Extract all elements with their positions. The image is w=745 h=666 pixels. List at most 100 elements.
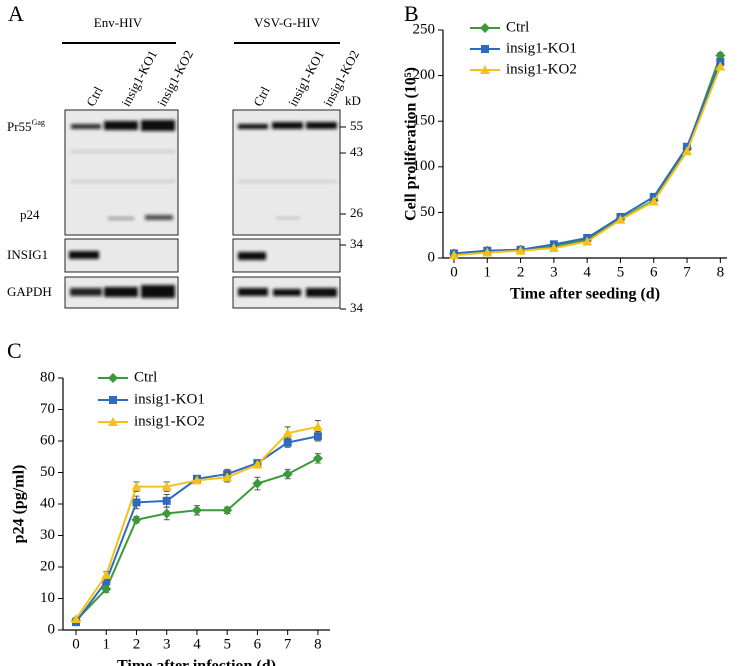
legend-label: insig1-KO1	[506, 40, 577, 56]
legend-marker	[108, 417, 118, 426]
mw-label: 34	[350, 236, 364, 251]
blot-left	[64, 109, 179, 309]
x-tick-label: 8	[717, 264, 725, 280]
legend-label: insig1-KO1	[134, 391, 205, 407]
data-point	[648, 196, 659, 206]
data-point	[582, 236, 593, 246]
panel-label: A	[8, 1, 24, 26]
y-tick-label: 100	[413, 158, 436, 174]
y-tick-label: 150	[413, 113, 436, 129]
data-point	[283, 438, 292, 447]
data-point	[312, 453, 323, 464]
y-axis-label: p24 (pg/ml)	[11, 465, 28, 544]
legend-marker	[480, 23, 490, 33]
group-title: VSV-G-HIV	[254, 15, 321, 30]
x-tick-label: 7	[683, 264, 691, 280]
data-point	[131, 514, 142, 525]
row-label: Pr55Gag	[7, 118, 45, 134]
y-axis-label: Cell proliferation (10⁵)	[403, 67, 420, 221]
y-tick-label: 70	[40, 401, 55, 417]
row-label: p24	[20, 207, 40, 222]
x-tick-label: 4	[583, 264, 591, 280]
panel-label: B	[404, 1, 419, 26]
data-point	[222, 505, 233, 516]
data-point	[282, 469, 293, 480]
panel-label: C	[7, 338, 22, 363]
x-tick-label: 4	[193, 636, 201, 652]
series-line	[453, 66, 722, 257]
legend-marker	[481, 45, 489, 53]
data-point	[191, 505, 202, 516]
legend-marker	[108, 373, 118, 383]
x-tick-label: 5	[617, 264, 625, 280]
data-point	[102, 577, 111, 586]
series-line	[453, 55, 722, 255]
legend-marker	[109, 396, 117, 404]
data-point	[482, 247, 493, 257]
y-tick-label: 200	[413, 67, 436, 83]
series-line	[75, 435, 319, 623]
data-point	[252, 459, 263, 469]
series-line	[75, 425, 319, 620]
data-point	[252, 478, 263, 489]
data-point	[312, 421, 323, 431]
x-tick-label: 5	[223, 636, 231, 652]
row-label: GAPDH	[7, 284, 52, 299]
x-tick-label: 3	[550, 264, 558, 280]
data-point	[132, 498, 141, 507]
legend-label: insig1-KO2	[506, 61, 577, 77]
series-line	[453, 61, 722, 255]
y-tick-label: 20	[40, 558, 55, 574]
data-point	[448, 250, 459, 260]
data-point	[615, 214, 626, 224]
x-tick-label: 1	[102, 636, 110, 652]
y-tick-label: 250	[413, 21, 436, 37]
marker-unit: kD	[345, 93, 361, 108]
lane-label: insig1-KO1	[118, 48, 160, 109]
data-point	[282, 428, 293, 438]
legend-label: Ctrl	[506, 19, 529, 35]
y-tick-label: 60	[40, 432, 55, 448]
data-point	[162, 496, 171, 505]
mw-markers: 55 43 26 34 34	[340, 118, 364, 315]
x-tick-label: 8	[314, 636, 322, 652]
x-tick-label: 0	[450, 264, 458, 280]
data-point	[161, 508, 172, 519]
x-axis-label: Time after seeding (d)	[510, 286, 660, 303]
x-tick-label: 2	[517, 264, 525, 280]
mw-label: 34	[350, 300, 364, 315]
y-tick-label: 50	[40, 464, 55, 480]
x-tick-label: 6	[650, 264, 658, 280]
data-point	[191, 475, 202, 485]
x-tick-label: 6	[254, 636, 262, 652]
mw-label: 55	[350, 118, 363, 133]
row-label-main: Pr55	[7, 119, 32, 134]
data-point	[682, 146, 693, 156]
data-point	[161, 481, 172, 491]
data-point	[222, 472, 233, 482]
lane-label: insig1-KO2	[154, 48, 196, 109]
y-tick-label: 30	[40, 527, 55, 543]
group-title: Env-HIV	[94, 15, 143, 30]
row-label-sup: Gag	[32, 118, 45, 127]
mw-label: 26	[350, 205, 364, 220]
data-point	[515, 245, 526, 255]
blot-right	[232, 109, 341, 309]
data-point	[548, 242, 559, 252]
data-point	[101, 569, 112, 579]
x-tick-label: 1	[484, 264, 492, 280]
x-tick-label: 3	[163, 636, 171, 652]
data-point	[715, 61, 726, 71]
legend-label: Ctrl	[134, 369, 157, 385]
y-tick-label: 50	[420, 204, 435, 220]
data-point	[131, 481, 142, 491]
y-tick-label: 0	[48, 621, 56, 637]
y-tick-label: 10	[40, 590, 55, 606]
x-tick-label: 7	[284, 636, 292, 652]
y-tick-label: 80	[40, 369, 55, 385]
y-tick-label: 40	[40, 495, 55, 511]
mw-label: 43	[350, 144, 363, 159]
data-point	[71, 613, 82, 623]
data-point	[313, 432, 322, 441]
